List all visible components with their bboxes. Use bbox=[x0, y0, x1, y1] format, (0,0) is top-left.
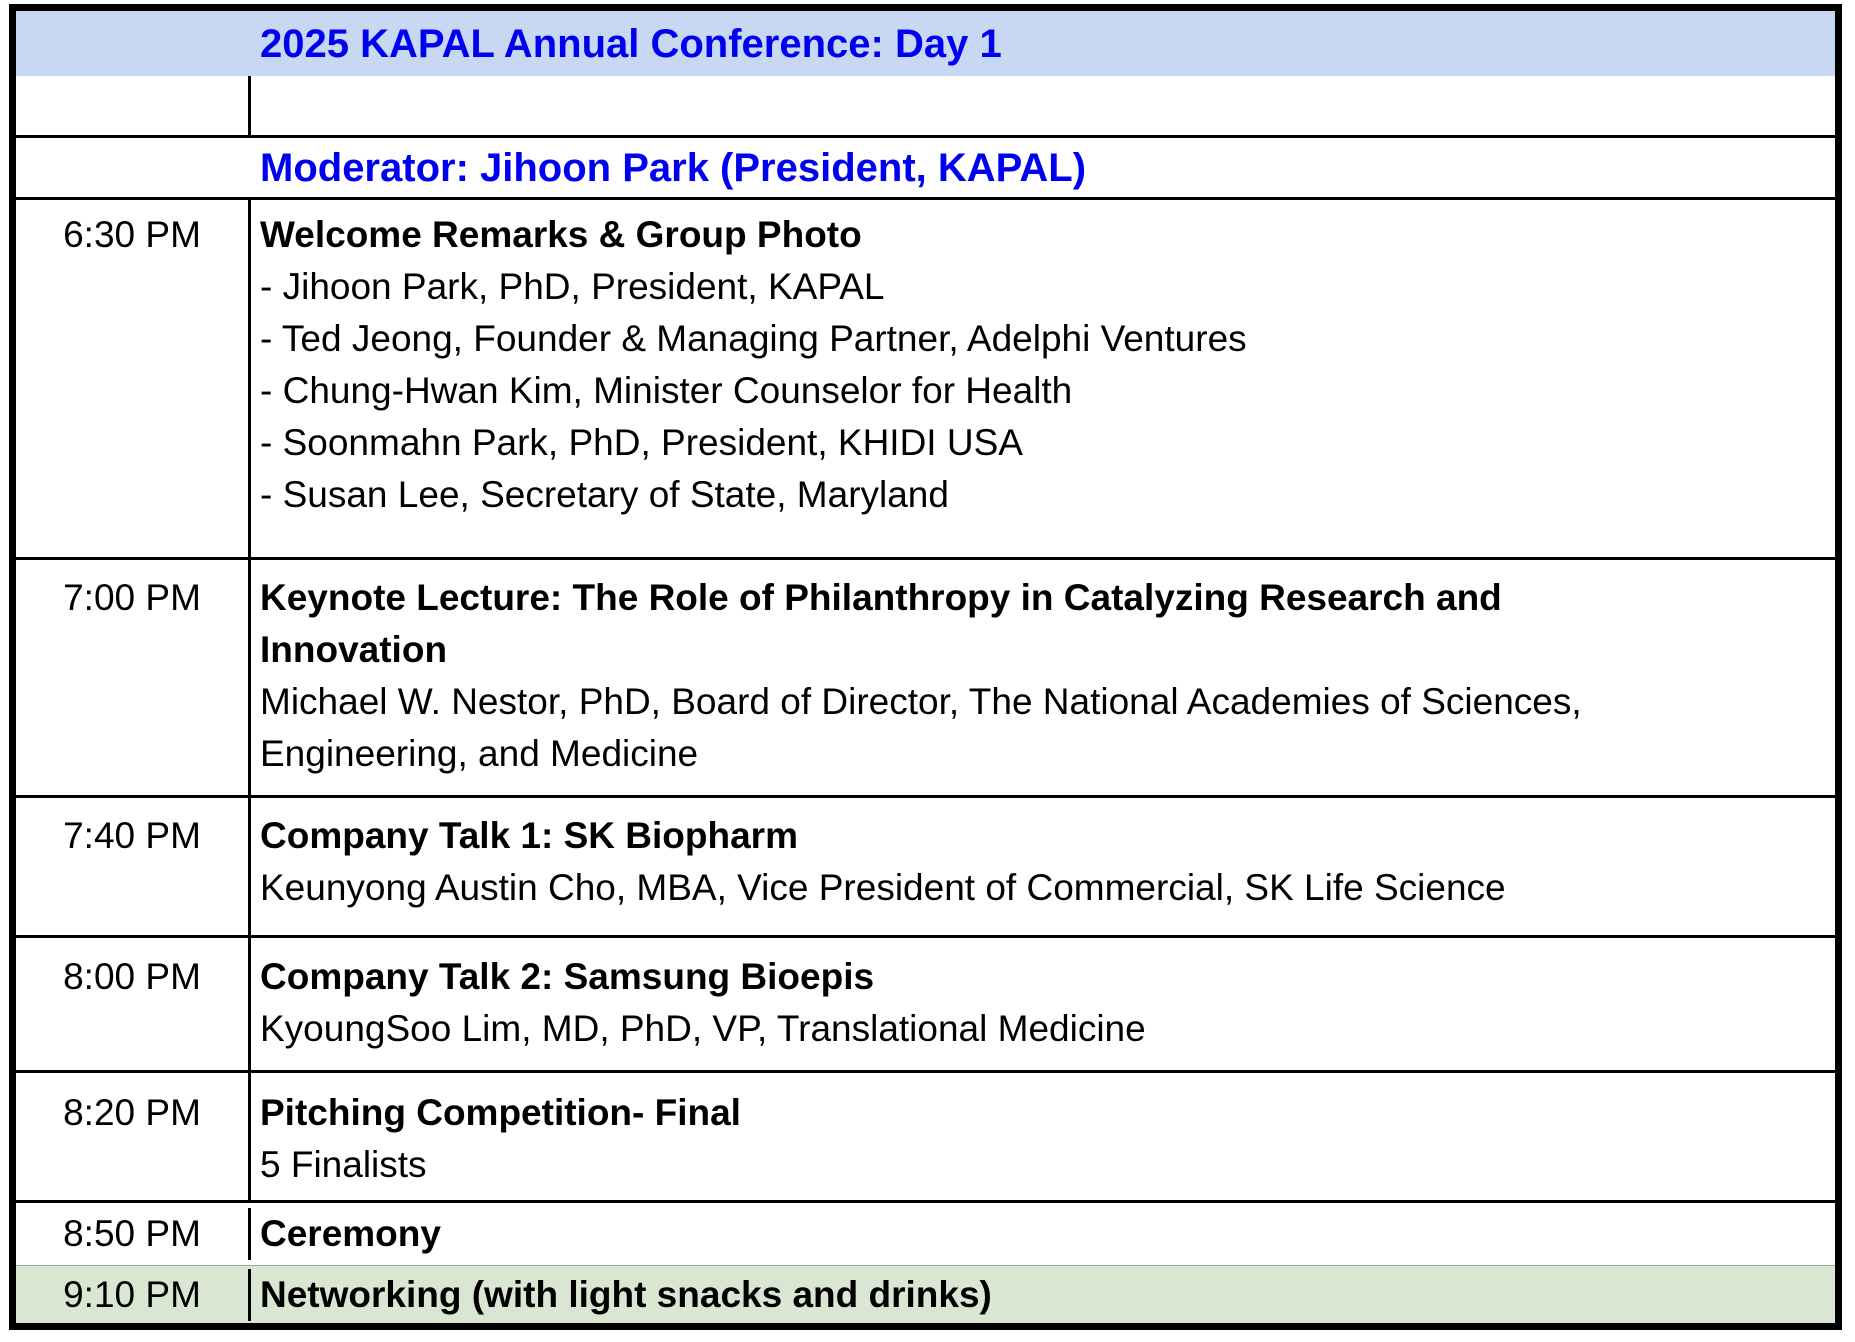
time-cell[interactable]: 9:10 PM bbox=[16, 1268, 251, 1321]
session-line: Michael W. Nestor, PhD, Board of Directo… bbox=[260, 681, 1582, 722]
session-cell[interactable]: Welcome Remarks & Group Photo - Jihoon Pa… bbox=[251, 200, 1835, 557]
session-cell[interactable]: Moderator: Jihoon Park (President, KAPAL… bbox=[251, 142, 1835, 194]
time-cell[interactable] bbox=[16, 76, 251, 135]
time-cell[interactable]: 7:00 PM bbox=[16, 560, 251, 795]
session-line: 2025 KAPAL Annual Conference: Day 1 bbox=[260, 21, 1002, 66]
session-networking: 9:10 PM Networking (with light snacks and… bbox=[16, 1266, 1835, 1323]
session-line: Moderator: Jihoon Park (President, KAPAL… bbox=[260, 145, 1087, 190]
session-cell[interactable]: Keynote Lecture: The Role of Philanthrop… bbox=[251, 560, 1835, 795]
moderator-row: Moderator: Jihoon Park (President, KAPAL… bbox=[16, 138, 1835, 200]
time-cell[interactable]: 7:40 PM bbox=[16, 798, 251, 935]
session-line: Pitching Competition- Final bbox=[260, 1092, 741, 1133]
session-cell[interactable]: 2025 KAPAL Annual Conference: Day 1 bbox=[251, 18, 1835, 70]
session-ceremony: 8:50 PM Ceremony bbox=[16, 1203, 1835, 1266]
time-cell[interactable]: 8:00 PM bbox=[16, 938, 251, 1070]
session-cell[interactable]: Pitching Competition- Final 5 Finalists bbox=[251, 1073, 1835, 1200]
session-welcome-remarks: 6:30 PM Welcome Remarks & Group Photo - Ji… bbox=[16, 200, 1835, 560]
session-pitching-competition: 8:20 PM Pitching Competition- Final 5 Fina… bbox=[16, 1073, 1835, 1203]
session-line: Welcome Remarks & Group Photo bbox=[260, 214, 862, 255]
session-company-talk-2: 8:00 PM Company Talk 2: Samsung Bioepis Ky… bbox=[16, 938, 1835, 1073]
session-line: Company Talk 1: SK Biopharm bbox=[260, 815, 798, 856]
spacer-row bbox=[16, 76, 1835, 138]
session-line: Keunyong Austin Cho, MBA, Vice President… bbox=[260, 867, 1506, 908]
session-cell[interactable] bbox=[251, 76, 1835, 135]
session-cell[interactable]: Ceremony bbox=[251, 1208, 1835, 1260]
agenda-table: 2025 KAPAL Annual Conference: Day 1 Moder… bbox=[9, 4, 1842, 1330]
session-cell[interactable]: Networking (with light snacks and drinks… bbox=[251, 1269, 1835, 1321]
time-cell[interactable]: 6:30 PM bbox=[16, 200, 251, 557]
session-line: Innovation bbox=[260, 629, 448, 670]
session-line: KyoungSoo Lim, MD, PhD, VP, Translationa… bbox=[260, 1008, 1146, 1049]
session-company-talk-1: 7:40 PM Company Talk 1: SK Biopharm Keunyo… bbox=[16, 798, 1835, 938]
session-line: Networking (with light snacks and drinks… bbox=[260, 1273, 992, 1315]
session-line: Engineering, and Medicine bbox=[260, 733, 699, 774]
session-line: - Ted Jeong, Founder & Managing Partner,… bbox=[260, 318, 1247, 359]
session-line: - Susan Lee, Secretary of State, Marylan… bbox=[260, 474, 949, 515]
session-line: Ceremony bbox=[260, 1213, 441, 1254]
session-line: - Jihoon Park, PhD, President, KAPAL bbox=[260, 266, 885, 307]
session-line: Company Talk 2: Samsung Bioepis bbox=[260, 956, 875, 997]
session-line: - Chung-Hwan Kim, Minister Counselor for… bbox=[260, 370, 1073, 411]
conference-title-row: 2025 KAPAL Annual Conference: Day 1 bbox=[16, 11, 1835, 76]
session-keynote-lecture: 7:00 PM Keynote Lecture: The Role of Phil… bbox=[16, 560, 1835, 798]
session-line: 5 Finalists bbox=[260, 1144, 427, 1185]
session-cell[interactable]: Company Talk 1: SK Biopharm Keunyong Aust… bbox=[251, 798, 1835, 935]
session-line: Keynote Lecture: The Role of Philanthrop… bbox=[260, 577, 1502, 618]
session-cell[interactable]: Company Talk 2: Samsung Bioepis KyoungSoo… bbox=[251, 938, 1835, 1070]
session-line: - Soonmahn Park, PhD, President, KHIDI U… bbox=[260, 422, 1023, 463]
time-cell[interactable]: 8:50 PM bbox=[16, 1208, 251, 1260]
time-cell[interactable]: 8:20 PM bbox=[16, 1073, 251, 1200]
